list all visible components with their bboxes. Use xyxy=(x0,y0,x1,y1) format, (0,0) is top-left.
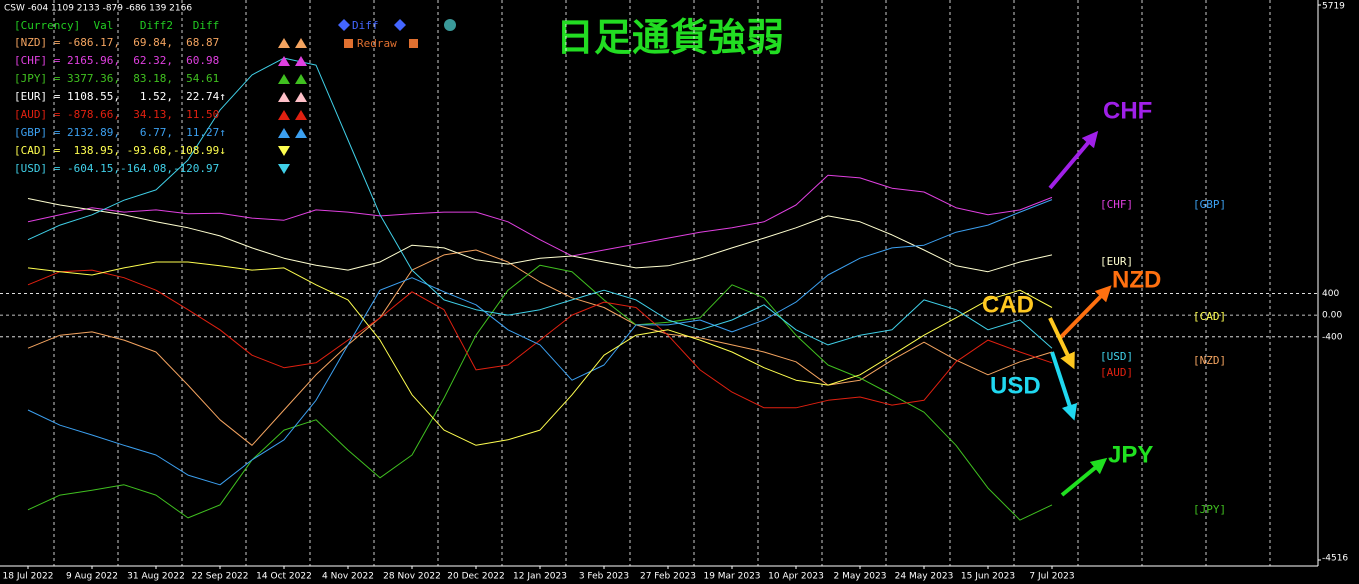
redraw-button[interactable]: Redraw xyxy=(357,37,397,50)
series-line xyxy=(27,249,1053,446)
series-line xyxy=(27,174,1053,257)
end-label: [CAD] xyxy=(1193,310,1226,323)
series-line xyxy=(27,264,1053,521)
end-label: [EUR] xyxy=(1100,255,1133,268)
circle-button[interactable] xyxy=(444,19,456,31)
panel-row: [GBP] = 2132.89, 6.77, 11.27↑ xyxy=(14,126,226,139)
panel-row: [CAD] = 138.95, -93.68,-108.99↓ xyxy=(14,144,226,157)
panel-row: [JPY] = 3377.36, 83.18, 54.61 xyxy=(14,72,219,85)
trend-icon xyxy=(278,164,290,174)
trend-icon xyxy=(278,92,290,102)
x-tick-label: 15 Jun 2023 xyxy=(961,572,1015,582)
annotation: CAD xyxy=(982,291,1034,318)
annotation: USD xyxy=(990,372,1041,399)
x-tick-label: 10 Apr 2023 xyxy=(768,572,824,582)
trend-icon xyxy=(278,74,290,84)
end-label: [JPY] xyxy=(1193,503,1226,516)
end-label: [USD] xyxy=(1100,350,1133,363)
panel-row: [EUR] = 1108.55, 1.52, 22.74↑ xyxy=(14,90,226,103)
annotation-arrow xyxy=(1050,351,1078,421)
panel-row: [CHF] = 2165.96, 62.32, 60.98 xyxy=(14,54,219,67)
x-tick-label: 14 Oct 2022 xyxy=(256,572,312,582)
series-line xyxy=(27,199,1053,486)
end-label: [NZD] xyxy=(1193,354,1226,367)
trend-icon xyxy=(295,38,307,48)
y-tick-label: 5719 xyxy=(1322,2,1345,12)
x-tick-label: 3 Feb 2023 xyxy=(579,572,629,582)
x-tick-label: 18 Jul 2022 xyxy=(3,572,54,582)
x-tick-label: 7 Jul 2023 xyxy=(1029,572,1074,582)
y-tick-label: 400 xyxy=(1322,289,1339,299)
x-tick-label: 22 Sep 2022 xyxy=(191,572,248,582)
trend-icon xyxy=(278,146,290,156)
panel-header: [Currency] Val Diff2 Diff xyxy=(14,19,219,32)
trend-icon xyxy=(278,38,290,48)
series-line xyxy=(27,269,1053,409)
x-tick-label: 31 Aug 2022 xyxy=(127,572,185,582)
trend-icon xyxy=(278,56,290,66)
x-tick-label: 20 Dec 2022 xyxy=(447,572,505,582)
x-tick-label: 19 Mar 2023 xyxy=(703,572,760,582)
square-icon xyxy=(409,39,418,48)
diff-button[interactable]: Diff xyxy=(352,19,379,32)
square-icon xyxy=(344,39,353,48)
trend-icon xyxy=(295,128,307,138)
trend-icon xyxy=(295,74,307,84)
y-tick-label: 0.00 xyxy=(1322,311,1342,321)
x-tick-label: 24 May 2023 xyxy=(895,572,954,582)
series-line xyxy=(27,198,1053,273)
panel-row: [AUD] = -878.66, 34.13, 11.50 xyxy=(14,108,219,121)
annotation-arrow xyxy=(1048,130,1099,190)
trend-icon xyxy=(278,128,290,138)
x-tick-label: 9 Aug 2022 xyxy=(66,572,118,582)
trend-icon xyxy=(295,110,307,120)
end-label: [CHF] xyxy=(1100,198,1133,211)
annotation-arrow xyxy=(1058,285,1112,340)
x-tick-label: 12 Jan 2023 xyxy=(513,572,567,582)
annotation: NZD xyxy=(1112,266,1161,293)
diamond-icon xyxy=(338,19,350,31)
x-tick-label: 2 May 2023 xyxy=(834,572,887,582)
panel-row: [USD] = -604.15,-164.08,-120.97 xyxy=(14,162,219,175)
x-tick-label: 27 Feb 2023 xyxy=(640,572,696,582)
panel-row: [NZD] = -686.17, 69.84, 68.87 xyxy=(14,36,219,49)
annotation-arrow xyxy=(1048,317,1075,370)
end-label: [GBP] xyxy=(1193,198,1226,211)
end-label: [AUD] xyxy=(1100,366,1133,379)
trend-icon xyxy=(295,92,307,102)
y-tick-label: -400 xyxy=(1322,332,1343,342)
series-line xyxy=(27,57,1053,349)
trend-icon xyxy=(295,56,307,66)
trend-icon xyxy=(278,110,290,120)
header-text: CSW -604 1109 2133 -879 -686 139 2166 xyxy=(4,4,192,14)
annotation: CHF xyxy=(1103,97,1152,124)
annotation-arrow xyxy=(1060,457,1108,497)
diamond-icon xyxy=(394,19,406,31)
chart-title: 日足通貨強弱 xyxy=(556,16,784,60)
x-tick-label: 4 Nov 2022 xyxy=(322,572,374,582)
y-tick-label: -4516 xyxy=(1322,554,1348,564)
annotation: JPY xyxy=(1108,441,1153,468)
series-line xyxy=(27,261,1053,446)
x-tick-label: 28 Nov 2022 xyxy=(383,572,441,582)
